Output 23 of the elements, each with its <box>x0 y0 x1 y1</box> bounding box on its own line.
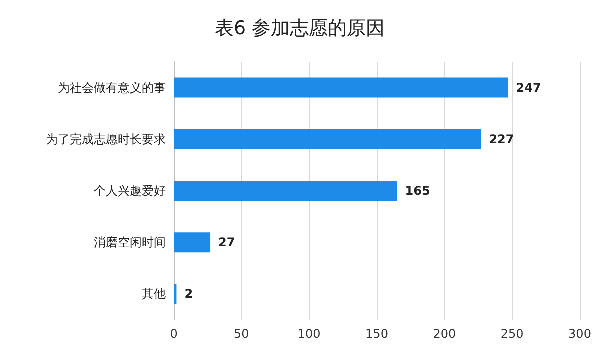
x-tick-label: 250 <box>500 327 524 341</box>
x-tick-label: 100 <box>298 327 321 341</box>
x-tick-label: 200 <box>433 327 456 341</box>
y-tick-label: 为了完成志愿时长要求 <box>46 132 166 146</box>
data-label: 2 <box>184 287 194 302</box>
bar <box>174 129 482 150</box>
data-label: 247 <box>516 80 542 95</box>
x-tick-label: 50 <box>234 327 250 341</box>
x-tick-label: 0 <box>170 327 178 341</box>
chart-title: 表6 参加志愿的原因 <box>214 18 386 40</box>
bar <box>174 284 177 304</box>
y-tick-label: 个人兴趣爱好 <box>94 184 166 198</box>
y-tick-label: 为社会做有意义的事 <box>58 80 166 95</box>
data-label: 27 <box>218 236 236 250</box>
data-label: 165 <box>405 184 430 198</box>
bar <box>174 232 211 253</box>
bar <box>174 181 398 201</box>
x-tick-label: 150 <box>366 327 388 341</box>
x-tick-label: 300 <box>568 327 592 341</box>
y-tick-label: 其他 <box>142 287 166 302</box>
bar <box>174 78 508 98</box>
data-label: 227 <box>489 132 514 146</box>
y-tick-label: 消磨空闲时间 <box>94 236 166 250</box>
